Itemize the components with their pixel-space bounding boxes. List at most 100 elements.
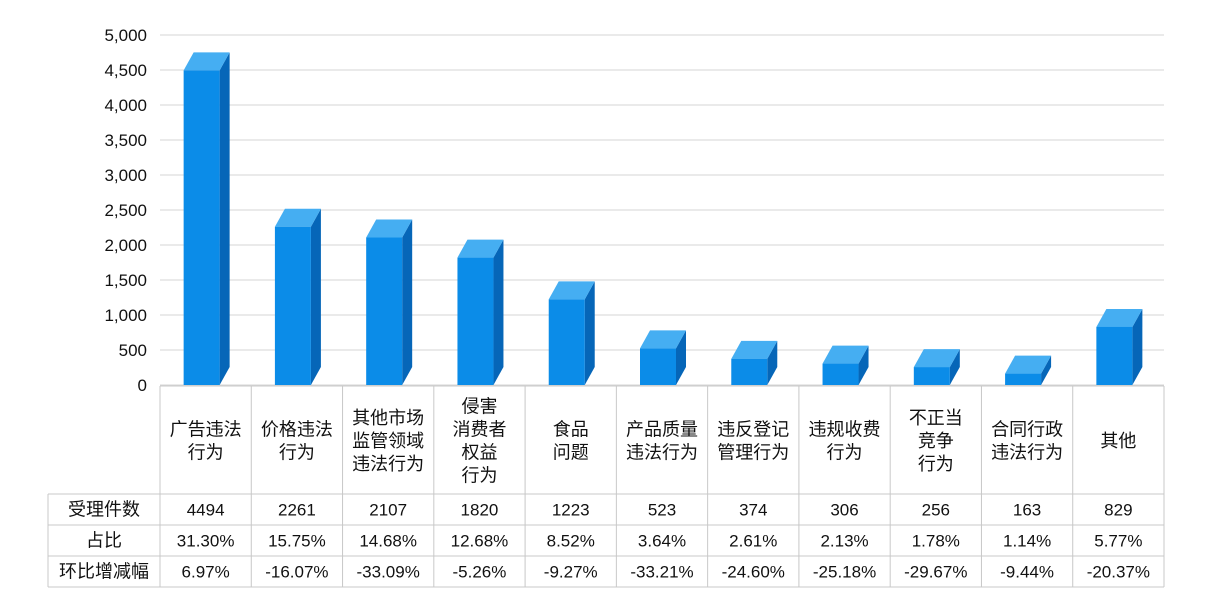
bar-side — [858, 345, 869, 385]
bar — [274, 208, 321, 385]
table-cell: 8.52% — [547, 532, 595, 551]
category-label-line: 行为 — [461, 466, 497, 487]
y-tick-label: 0 — [138, 376, 147, 395]
bar-top — [640, 330, 686, 349]
category-label-line: 产品质量 — [626, 420, 698, 441]
y-tick-label: 2,000 — [104, 236, 147, 255]
bar-side — [676, 330, 686, 385]
bar-top — [913, 349, 960, 368]
category-label-line: 违反登记 — [717, 420, 789, 441]
category-label-line: 消费者 — [452, 420, 506, 441]
bar-front — [822, 363, 859, 385]
table-cell: 2261 — [278, 501, 316, 520]
table-cell: 3.64% — [638, 532, 686, 551]
bar-front — [640, 348, 676, 385]
y-tick-label: 1,000 — [104, 306, 147, 325]
bar-side — [1041, 355, 1052, 385]
table-cell: 1223 — [552, 501, 590, 520]
table-cell: 306 — [830, 501, 858, 520]
bar-top — [366, 219, 413, 238]
table-cell: 14.68% — [359, 532, 417, 551]
category-label-line: 问题 — [553, 443, 589, 464]
row-header: 环比增减幅 — [59, 562, 149, 583]
table-cell: -9.27% — [544, 563, 598, 582]
bar — [640, 330, 686, 385]
bars — [183, 52, 1143, 386]
category-label-line: 其他市场 — [352, 408, 424, 429]
bar-side — [219, 52, 230, 386]
y-tick-label: 500 — [119, 341, 147, 360]
table-cell: 2.61% — [729, 532, 777, 551]
table-cell: 15.75% — [268, 532, 326, 551]
bar-front — [1005, 373, 1042, 385]
category-label-line: 违法行为 — [991, 443, 1063, 464]
bar — [913, 349, 960, 385]
bar-top — [1096, 308, 1143, 327]
gridlines — [160, 34, 1164, 386]
bar-side — [310, 208, 321, 385]
table-cell: 2107 — [369, 501, 407, 520]
bar-front — [548, 299, 585, 385]
category-label-line: 行为 — [827, 443, 863, 464]
table-cell: 374 — [739, 501, 767, 520]
bar-front — [731, 358, 768, 385]
bar — [548, 281, 595, 385]
table-cell: -25.18% — [813, 563, 876, 582]
bar — [731, 340, 778, 385]
y-tick-label: 2,500 — [104, 201, 147, 220]
bar-front — [366, 237, 403, 385]
bar-top — [1005, 355, 1052, 374]
bar — [822, 345, 869, 385]
category-label-line: 竞争 — [918, 431, 954, 452]
bar-side — [402, 219, 413, 385]
bar-top — [822, 345, 869, 364]
category-label-line: 行为 — [918, 454, 954, 475]
category-label-line: 合同行政 — [991, 420, 1063, 441]
bar — [1005, 355, 1052, 385]
row-header: 受理件数 — [68, 500, 140, 521]
bar — [183, 52, 230, 386]
bar-front — [913, 367, 950, 385]
table-cell: 31.30% — [177, 532, 235, 551]
bar-side — [767, 340, 778, 385]
table-cell: 1820 — [461, 501, 499, 520]
y-tick-label: 3,500 — [104, 131, 147, 150]
bar-side — [949, 349, 960, 385]
category-label-line: 管理行为 — [717, 443, 789, 464]
y-tick-label: 4,500 — [104, 61, 147, 80]
bar-top — [183, 52, 230, 71]
table-row: 受理件数 4494 2261 2107 1820 1223 523 374 306 256 163 8… — [68, 500, 1133, 521]
category-label-line: 监管领域 — [352, 431, 424, 452]
bar — [1096, 308, 1143, 385]
bar-side — [584, 281, 595, 385]
table-cell: 6.97% — [182, 563, 230, 582]
y-axis: 0 500 1,000 1,500 2,000 2,500 3,000 3,500 4,000 4… — [104, 26, 147, 395]
category-label: 其他 — [1100, 431, 1136, 452]
data-table: 广告违法行为价格违法行为其他市场监管领域违法行为侵害消费者权益行为食品问题产品质… — [47, 385, 1165, 588]
table-cell: -24.60% — [722, 563, 785, 582]
bar — [366, 219, 413, 385]
table-cell: 523 — [648, 501, 676, 520]
table-cell: 12.68% — [451, 532, 509, 551]
table-cell: 2.13% — [820, 532, 868, 551]
category-label-line: 食品 — [553, 420, 589, 441]
y-tick-label: 1,500 — [104, 271, 147, 290]
category-label-line: 价格违法 — [261, 420, 333, 441]
table-cell: -9.44% — [1000, 563, 1054, 582]
table-cell: -20.37% — [1087, 563, 1150, 582]
category-label-line: 其他 — [1100, 431, 1136, 452]
category-label-line: 不正当 — [909, 408, 963, 429]
category-label-line: 违法行为 — [352, 454, 424, 475]
table-cell: -33.21% — [630, 563, 693, 582]
table-row: 占比 31.30% 15.75% 14.68% 12.68% 8.52% 3.64% 2.61… — [86, 531, 1142, 552]
category-label-line: 违规收费 — [809, 420, 881, 441]
table-cell: 163 — [1013, 501, 1041, 520]
